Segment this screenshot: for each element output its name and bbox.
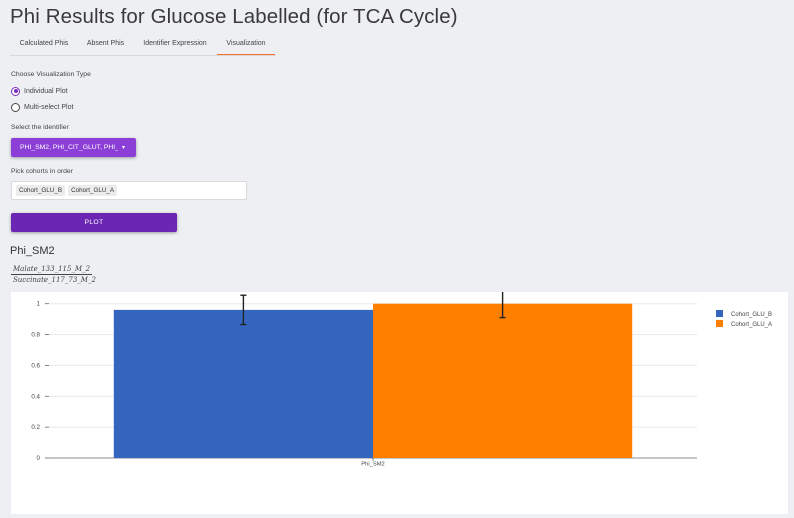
identifier-select[interactable]: PHI_SM2, PHI_CIT_GLUT, PHI_ ▾ [11,138,136,157]
y-tick-label: 0 [37,455,41,462]
cohort-chip[interactable]: Cohort_GLU_A [68,185,118,196]
x-tick-label: Phi_SM2 [361,462,385,468]
cohorts-label: Pick cohorts in order [11,168,73,175]
cohort-chip[interactable]: Cohort_GLU_B [16,185,66,196]
tabs-divider [10,55,276,56]
viz-type-label: Choose Visualization Type [11,71,91,78]
tab-absent-phis[interactable]: Absent Phis [86,40,125,47]
tab-calculated-phis[interactable]: Calculated Phis [19,40,69,47]
y-tick-label: 0.6 [31,362,40,369]
legend-swatch [716,310,723,317]
page-title: Phi Results for Glucose Labelled (for TC… [10,5,458,28]
tab-identifier-expression[interactable]: Identifier Expression [143,40,207,47]
radio-unchecked-icon[interactable] [11,102,20,112]
formula-denominator: Succinate_117_73_M_2 [13,276,96,284]
legend-swatch [716,320,723,327]
chevron-down-icon: ▾ [122,145,126,151]
phi-title: Phi_SM2 [10,245,55,257]
cohort-picker-input[interactable]: Cohort_GLU_B Cohort_GLU_A [11,181,247,200]
radio-checked-icon[interactable] [11,86,20,96]
legend-label: Cohort_GLU_B [731,312,772,318]
y-tick-label: 1 [37,301,41,308]
tab-visualization[interactable]: Visualization [217,38,275,56]
plot-button[interactable]: PLOT [11,213,177,232]
bar-chart: 0 0.2 0.4 0.6 0.8 1 Phi_SM2 Cohort_GLU_B Cohort_… [31,292,772,468]
formula-numerator: Malate_133_115_M_2 [11,265,93,275]
radio-label-individual: Individual Plot [24,87,68,95]
radio-individual-plot[interactable]: Individual Plot [11,86,68,96]
bar [373,303,633,458]
identifier-label: Select the identifier [11,124,69,131]
bar-chart-card: 0 0.2 0.4 0.6 0.8 1 Phi_SM2 Cohort_GLU_B Cohort_… [11,292,788,514]
y-tick-label: 0.4 [31,393,40,400]
bar [113,309,374,458]
identifier-select-value: PHI_SM2, PHI_CIT_GLUT, PHI_ [20,144,118,151]
phi-formula: Malate_133_115_M_2 Succinate_117_73_M_2 [11,265,98,284]
legend-label: Cohort_GLU_A [731,322,772,328]
y-tick-label: 0.2 [31,424,40,431]
radio-label-multi: Multi-select Plot [24,103,74,111]
radio-multi-select-plot[interactable]: Multi-select Plot [11,102,73,112]
y-tick-label: 0.8 [31,332,40,339]
